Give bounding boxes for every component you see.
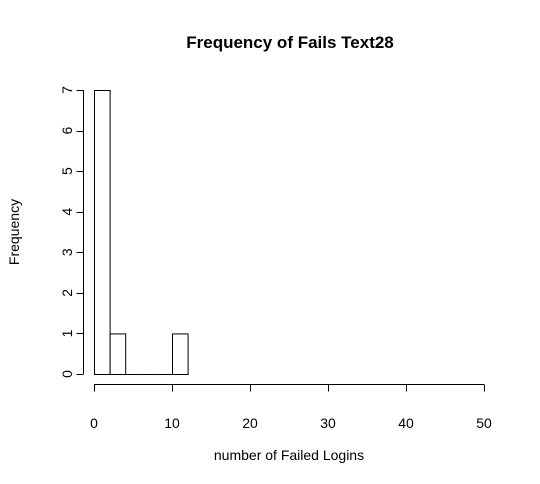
bars-group <box>94 90 189 375</box>
x-axis: 0 10 20 30 40 50 <box>90 384 492 431</box>
y-axis: 0 1 2 3 4 5 6 7 <box>59 86 84 378</box>
x-tick-label: 40 <box>398 415 414 431</box>
histogram-bar <box>172 333 189 375</box>
y-tick-label: 7 <box>59 86 75 94</box>
chart-title: Frequency of Fails Text28 <box>186 33 394 52</box>
y-tick-label: 4 <box>59 208 75 216</box>
x-tick-label: 20 <box>242 415 258 431</box>
x-tick-label: 30 <box>320 415 336 431</box>
y-tick-label: 1 <box>59 329 75 337</box>
y-axis-label: Frequency <box>6 199 22 265</box>
x-tick-label: 0 <box>90 415 98 431</box>
y-tick-label: 3 <box>59 248 75 256</box>
y-tick-label: 6 <box>59 126 75 134</box>
histogram-bar <box>94 90 111 375</box>
x-tick-label: 50 <box>476 415 492 431</box>
y-tick-label: 0 <box>59 370 75 378</box>
x-axis-label: number of Failed Logins <box>214 447 364 463</box>
y-tick-label: 5 <box>59 167 75 175</box>
x-tick-label: 10 <box>164 415 180 431</box>
y-tick-label: 2 <box>59 289 75 297</box>
histogram-bar <box>109 333 127 375</box>
